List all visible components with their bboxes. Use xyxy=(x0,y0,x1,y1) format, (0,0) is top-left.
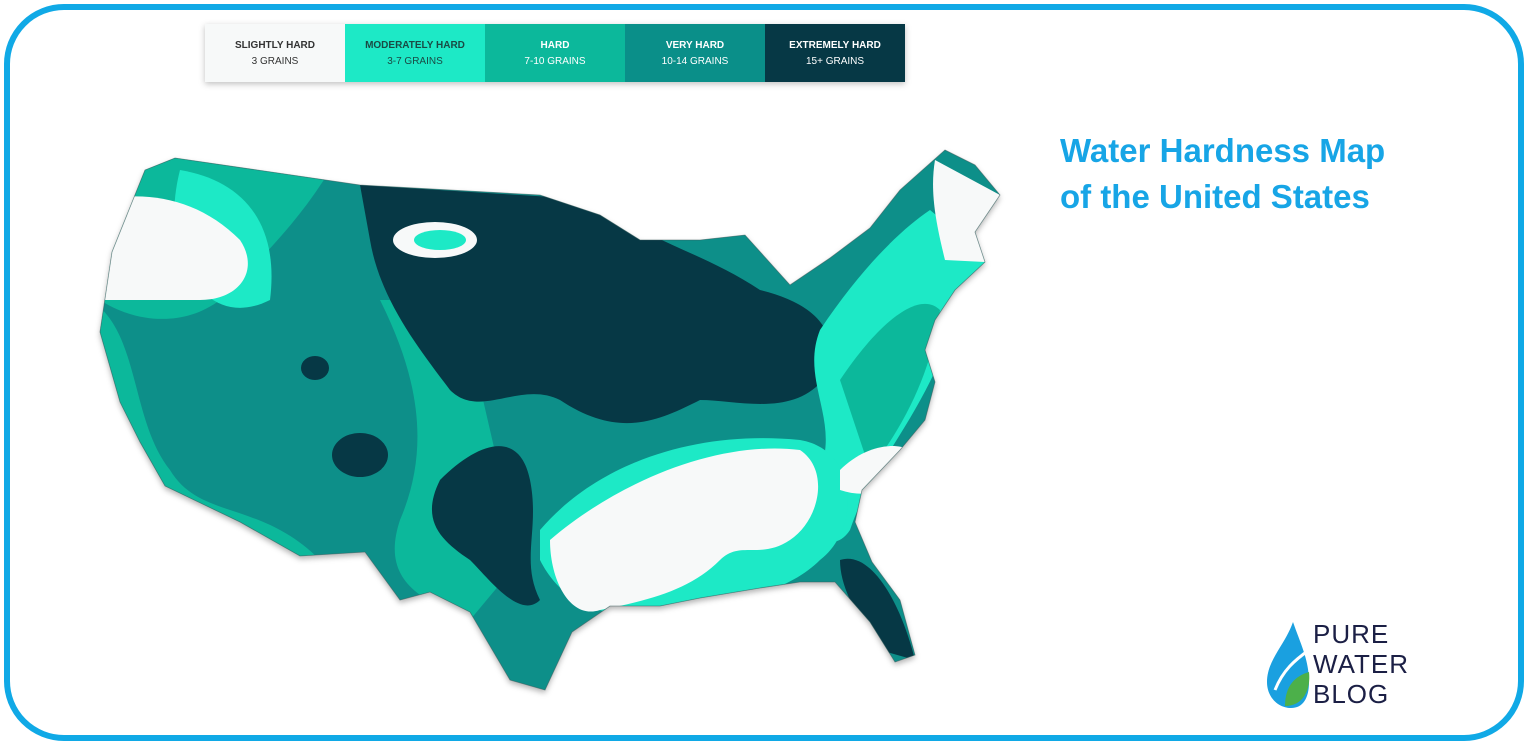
map-title: Water Hardness Map of the United States xyxy=(1060,128,1385,220)
legend-slightly-hard: SLIGHTLY HARD 3 GRAINS xyxy=(205,24,345,82)
region-extreme-wyoming xyxy=(301,356,329,380)
legend-extremely-hard: EXTREMELY HARD 15+ GRAINS xyxy=(765,24,905,82)
legend-range: 3-7 GRAINS xyxy=(387,55,443,67)
region-moderate-montana-ring xyxy=(414,230,466,250)
legend-range: 3 GRAINS xyxy=(251,55,299,67)
legend-label: HARD xyxy=(540,39,570,51)
legend-range: 10-14 GRAINS xyxy=(661,55,729,67)
logo-line: PURE xyxy=(1313,619,1390,649)
region-extreme-utah xyxy=(332,433,388,477)
legend-label: VERY HARD xyxy=(665,39,725,51)
region-extreme-texas xyxy=(431,446,540,606)
water-drop-leaf-icon xyxy=(1267,622,1310,708)
region-hard-east xyxy=(840,303,940,470)
title-line-1: Water Hardness Map xyxy=(1060,132,1386,169)
region-slight-pacific-nw xyxy=(100,196,248,300)
legend-range: 7-10 GRAINS xyxy=(524,55,586,67)
title-line-2: of the United States xyxy=(1060,178,1370,215)
logo-text: PURE WATER BLOG xyxy=(1313,619,1409,709)
frame-border xyxy=(4,4,1524,741)
legend-very-hard: VERY HARD 10-14 GRAINS xyxy=(625,24,765,82)
region-extreme-north-central xyxy=(360,185,832,424)
logo-line: WATER xyxy=(1313,649,1409,679)
region-slight-southeast xyxy=(550,448,819,612)
legend-label: MODERATELY HARD xyxy=(365,39,465,51)
logo-line: BLOG xyxy=(1313,679,1390,709)
legend-moderately-hard: MODERATELY HARD 3-7 GRAINS xyxy=(345,24,485,82)
legend-label: EXTREMELY HARD xyxy=(789,39,881,51)
pure-water-blog-logo: PURE WATER BLOG xyxy=(1265,615,1465,715)
region-extreme-florida xyxy=(840,558,915,660)
legend-label: SLIGHTLY HARD xyxy=(234,39,315,51)
hardness-legend: SLIGHTLY HARD 3 GRAINS MODERATELY HARD 3… xyxy=(205,24,905,82)
legend-hard: HARD 7-10 GRAINS xyxy=(485,24,625,82)
legend-range: 15+ GRAINS xyxy=(805,55,865,67)
